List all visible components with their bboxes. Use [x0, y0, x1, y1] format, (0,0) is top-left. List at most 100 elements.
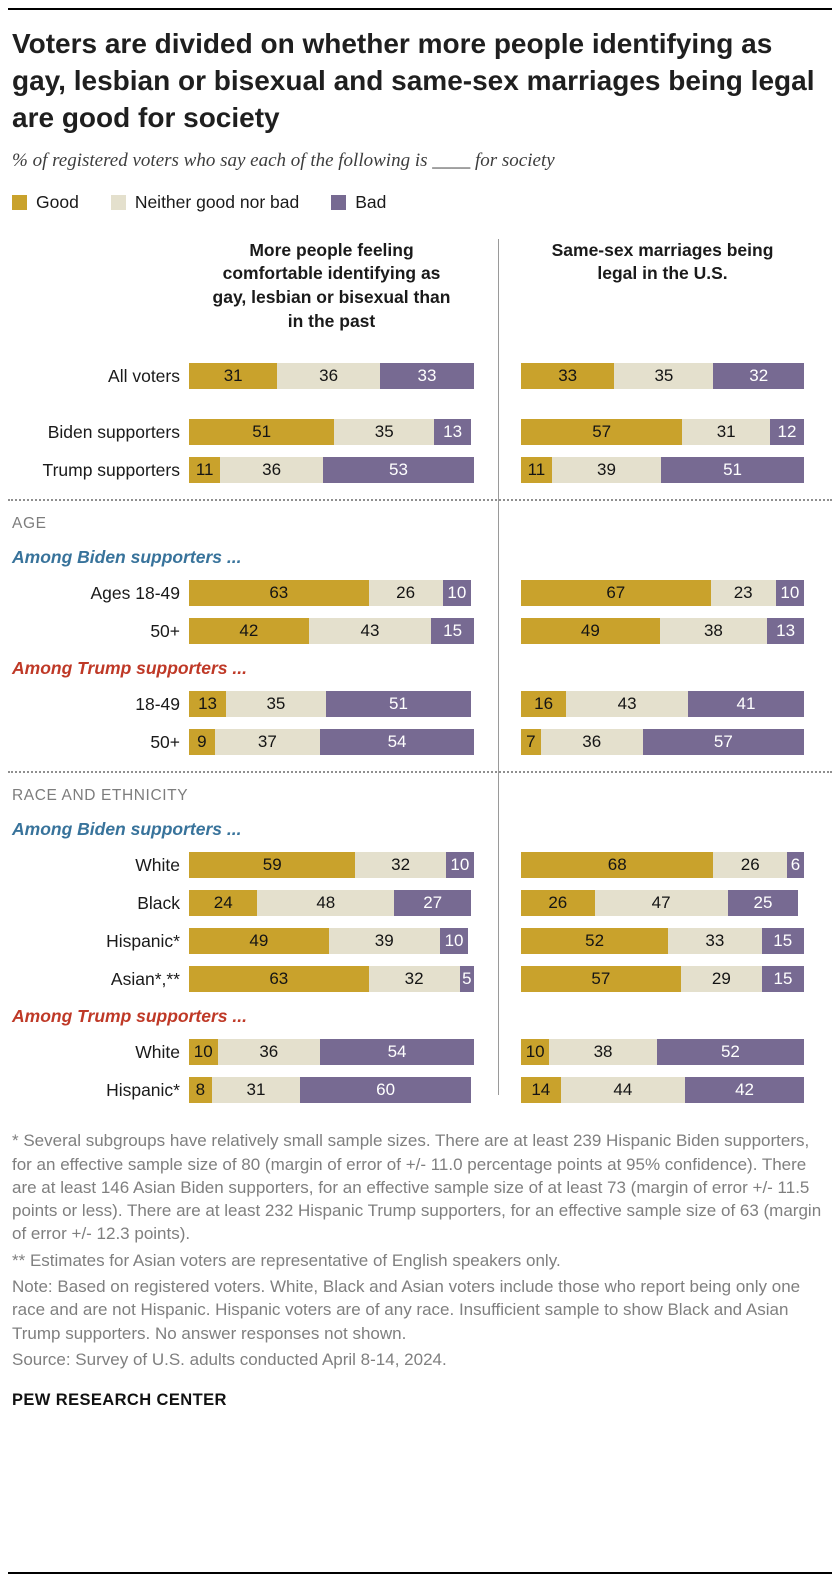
left-bar: 24 48 27	[189, 890, 474, 917]
chart-row: 18-49 13 35 51 16 43 41	[12, 691, 828, 718]
segment-value: 32	[404, 969, 424, 989]
right-bar: 33 35 32	[521, 363, 804, 390]
segment-value: 51	[389, 694, 408, 714]
top-rule	[8, 8, 832, 10]
bar-segment-neither: 47	[594, 890, 728, 917]
bar-segment-bad: 15	[431, 618, 474, 645]
segment-value: 32	[391, 855, 411, 875]
segment-value: 35	[654, 366, 674, 386]
bar-segment-good: 26	[521, 890, 595, 917]
bar-segment-good: 14	[521, 1077, 561, 1104]
bar-segment-neither: 35	[226, 691, 326, 718]
left-bar: 63 32 5	[189, 966, 474, 993]
footnote-note: Note: Based on registered voters. White,…	[12, 1277, 801, 1343]
bar-segment-good: 8	[189, 1077, 212, 1104]
bar-segment-bad: 15	[761, 928, 804, 955]
footnote-asterisk: * Several subgroups have relatively smal…	[12, 1131, 822, 1244]
bar-segment-good: 16	[521, 691, 567, 718]
bar-segment-good: 51	[189, 419, 335, 446]
bar-segment-good: 33	[521, 363, 615, 390]
left-bar: 59 32 10	[189, 852, 474, 879]
chart-row: 50+ 9 37 54 7 36 57	[12, 729, 828, 756]
segment-value: 36	[262, 460, 282, 480]
chart-row: Trump supporters 11 36 53 11 39 51	[12, 457, 828, 484]
segment-value: 37	[257, 732, 277, 752]
chart-body: More people feeling comfortable identify…	[8, 238, 832, 1104]
segment-value: 10	[193, 1042, 213, 1062]
bar-segment-good: 13	[189, 691, 227, 718]
segment-value: 35	[266, 694, 286, 714]
bar-segment-neither: 32	[368, 966, 460, 993]
bar-segment-neither: 35	[614, 363, 714, 390]
segment-value: 12	[777, 422, 797, 442]
bar-segment-neither: 33	[668, 928, 762, 955]
group-subhead: Among Trump supporters ...	[12, 658, 247, 679]
bar-segment-good: 31	[189, 363, 278, 390]
group-subhead: Among Biden supporters ...	[12, 819, 242, 840]
right-bar: 57 29 15	[521, 966, 804, 993]
right-bar: 52 33 15	[521, 928, 804, 955]
row-label: Trump supporters	[42, 459, 180, 480]
segment-value: 25	[753, 893, 773, 913]
chart-subtitle: % of registered voters who say each of t…	[12, 149, 555, 171]
bar-segment-bad: 27	[394, 890, 472, 917]
bar-segment-bad: 32	[713, 363, 804, 390]
segment-value: 54	[387, 1042, 407, 1062]
bar-segment-neither: 36	[277, 363, 380, 390]
left-bar: 11 36 53	[189, 457, 474, 484]
legend-label: Neither good nor bad	[134, 191, 300, 212]
bar-segment-bad: 53	[322, 457, 474, 484]
legend-item-good: Good	[12, 192, 79, 213]
segment-value: 59	[262, 855, 282, 875]
dashed-section-divider	[8, 499, 832, 502]
chart-row: White 10 36 54 10 38 52	[12, 1039, 828, 1066]
segment-value: 44	[613, 1080, 633, 1100]
row-label: 50+	[150, 731, 180, 752]
bar-segment-good: 49	[521, 618, 660, 645]
left-bar: 49 39 10	[189, 928, 474, 955]
bar-segment-good: 10	[189, 1039, 218, 1066]
segment-value: 13	[198, 694, 217, 714]
segment-value: 39	[374, 931, 394, 951]
left-bar: 10 36 54	[189, 1039, 474, 1066]
bar-segment-bad: 5	[459, 966, 474, 993]
bar-segment-bad: 41	[687, 691, 804, 718]
bar-segment-neither: 39	[328, 928, 440, 955]
row-label: White	[135, 1041, 180, 1062]
legend-label: Good	[36, 191, 79, 212]
bar-segment-neither: 43	[308, 618, 432, 645]
chart-row: Hispanic* 8 31 60 14 44 42	[12, 1077, 828, 1104]
bar-segment-good: 11	[521, 457, 552, 484]
bar-segment-neither: 36	[217, 1039, 321, 1066]
segment-value: 54	[387, 732, 407, 752]
row-label: 18-49	[135, 693, 180, 714]
bar-segment-good: 49	[189, 928, 329, 955]
segment-value: 10	[450, 855, 470, 875]
segment-value: 13	[443, 422, 463, 442]
row-label: Black	[137, 892, 180, 913]
footnote-source: Source: Survey of U.S. adults conducted …	[12, 1349, 447, 1369]
bar-segment-neither: 23	[710, 580, 776, 607]
segment-value: 36	[319, 366, 339, 386]
segment-value: 63	[269, 583, 289, 603]
bar-segment-bad: 54	[320, 1039, 474, 1066]
bar-segment-good: 7	[521, 729, 541, 756]
bar-segment-neither: 37	[214, 729, 321, 756]
segment-value: 15	[773, 969, 793, 989]
bar-segment-bad: 10	[775, 580, 804, 607]
chart-row: Biden supporters 51 35 13 57 31 12	[12, 419, 828, 446]
row-label: Ages 18-49	[90, 582, 180, 603]
neither-swatch-icon	[110, 194, 126, 210]
bar-segment-bad: 54	[320, 729, 474, 756]
bad-swatch-icon	[331, 194, 347, 210]
footnotes: * Several subgroups have relatively smal…	[12, 1129, 828, 1371]
bar-segment-good: 57	[521, 966, 681, 993]
left-bar: 31 36 33	[189, 363, 474, 390]
segment-value: 15	[773, 931, 793, 951]
segment-value: 11	[195, 460, 214, 480]
bar-segment-bad: 10	[442, 580, 472, 607]
segment-value: 39	[596, 460, 616, 480]
segment-value: 68	[607, 855, 627, 875]
segment-value: 8	[195, 1080, 206, 1100]
